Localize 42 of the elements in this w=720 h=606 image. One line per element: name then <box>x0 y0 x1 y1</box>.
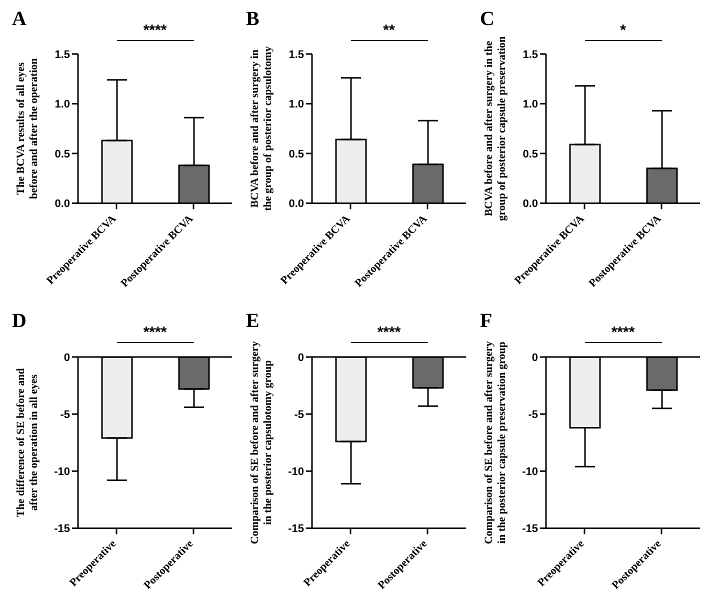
text: * <box>619 22 627 41</box>
y-tick-label: -5 <box>294 408 304 421</box>
chart-title: E <box>246 310 260 333</box>
y-tick-label: -10 <box>288 466 304 478</box>
y-tick-label: 1.5 <box>522 48 538 61</box>
y-tick-label: -15 <box>288 523 304 536</box>
y-tick-label: -15 <box>54 523 70 536</box>
chart-title: A <box>12 8 26 31</box>
y-tick-label: 0.5 <box>288 148 304 160</box>
y-tick-label: -5 <box>60 408 70 421</box>
chart-title: B <box>246 8 260 31</box>
y-tick-label: 1.0 <box>288 98 304 111</box>
y-tick-label: 0.0 <box>522 198 538 210</box>
y-axis-title: BCVA before and after surgery in the group of posterior capsulotomy <box>249 46 274 211</box>
y-tick-label: 0 <box>532 352 538 364</box>
chart-title: C <box>480 8 494 31</box>
y-tick-label: -15 <box>522 523 538 536</box>
y-tick-label: 1.0 <box>54 98 70 111</box>
y-axis-title: The difference of SE before and after the operation in all eyes <box>15 368 40 518</box>
y-axis-title: The BCVA results of all eyes before and after the operation <box>15 58 40 199</box>
y-tick-label: 1.5 <box>54 48 70 61</box>
y-axis-title: BCVA before and after surgery in the group of posterior capsule preservation <box>483 36 508 221</box>
text: **** <box>610 324 636 343</box>
text: ** <box>382 22 396 41</box>
y-tick-label: 0 <box>64 352 70 364</box>
y-tick-label: -10 <box>522 466 538 478</box>
y-tick-label: 0.0 <box>288 198 304 210</box>
chart-title: D <box>12 310 26 333</box>
y-tick-label: 0.0 <box>54 198 70 210</box>
y-tick-label: 1.5 <box>288 48 304 61</box>
y-tick-label: -10 <box>54 466 70 478</box>
y-axis-title: Comparison of SE before and after surgery in the posterior capsule preservation group <box>483 340 508 544</box>
y-axis-title: Comparison of SE before and after surgery in the posterior capsulotomy group <box>249 340 274 544</box>
text: **** <box>142 22 168 41</box>
text: **** <box>142 324 168 343</box>
y-tick-label: 0.5 <box>522 148 538 160</box>
y-tick-label: 0.5 <box>54 148 70 160</box>
y-tick-label: 1.0 <box>522 98 538 111</box>
y-tick-label: -5 <box>528 408 538 421</box>
text: **** <box>376 324 402 343</box>
chart-title: F <box>480 310 492 333</box>
y-tick-label: 0 <box>298 352 304 364</box>
